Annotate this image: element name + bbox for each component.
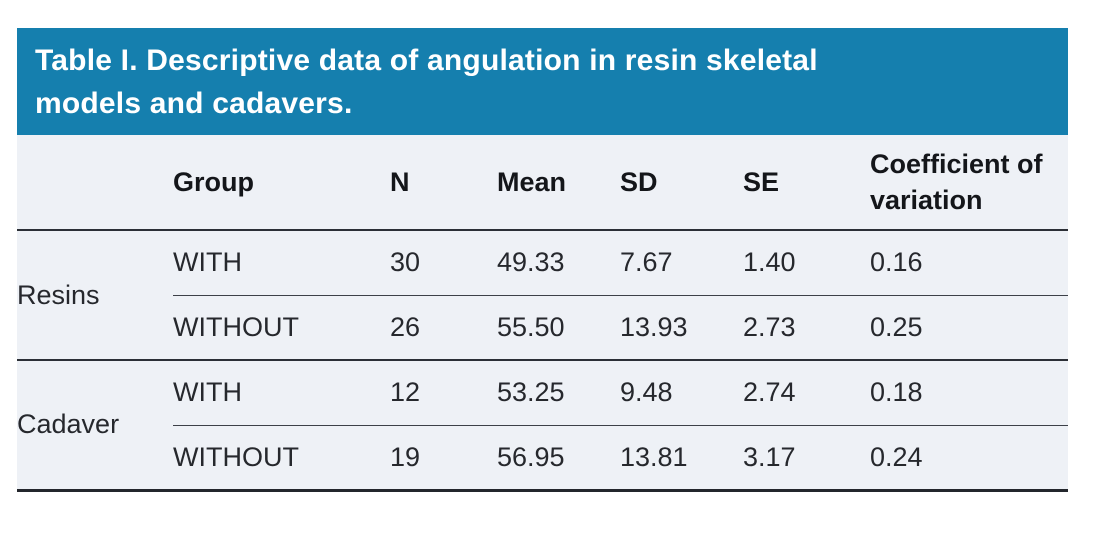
- data-cell: WITH: [173, 360, 390, 426]
- data-cell: 0.24: [870, 441, 923, 472]
- col-header-sd: SD: [620, 135, 743, 231]
- col-header-group: Group: [173, 135, 390, 231]
- data-cell: 2.74: [743, 360, 870, 426]
- data-cell: 1.40: [743, 230, 870, 296]
- row-group-label-cadaver: Cadaver: [17, 409, 120, 440]
- data-cell: 13.81: [620, 441, 688, 472]
- col-header-n: N: [390, 135, 497, 231]
- table-row-cadaver-without: WITHOUT 19 56.95 13.81 3.17 0.24: [17, 425, 1068, 490]
- table-row-resins-with: Resins WITH 30 49.33 7.67 1.40 0.16: [17, 230, 1068, 361]
- data-cell: WITHOUT: [173, 295, 390, 361]
- col-header-coefficient-of-variation: Coefficient of variation: [870, 135, 1068, 231]
- data-cell: 3.17: [743, 441, 796, 472]
- data-cell: 0.16: [870, 230, 1068, 296]
- data-cell: 9.48: [620, 360, 743, 426]
- row-group-label-resins: Resins: [17, 230, 173, 361]
- data-cell: 0.18: [870, 360, 1068, 426]
- col-header-mean: Mean: [497, 135, 620, 231]
- data-cell: 56.95: [497, 441, 565, 472]
- table-title-line1: Table I. Descriptive data of angulation …: [35, 44, 818, 77]
- data-cell: 30: [390, 230, 497, 296]
- descriptive-data-table: Group N Mean SD SE Coefficient of variat…: [17, 135, 1068, 492]
- table-title-line2: models and cadavers.: [35, 87, 353, 120]
- data-cell: 53.25: [497, 360, 620, 426]
- data-cell: 26: [390, 295, 497, 361]
- data-cell: 19: [390, 441, 421, 472]
- data-cell: 13.93: [620, 295, 743, 361]
- table-row-resins-without: WITHOUT 26 55.50 13.93 2.73 0.25: [17, 295, 1068, 361]
- data-cell: 12: [390, 360, 497, 426]
- table-title-band: Table I. Descriptive data of angulation …: [17, 28, 1068, 135]
- data-cell: WITHOUT: [173, 441, 299, 472]
- col-header-empty: [17, 135, 173, 231]
- table-card: Table I. Descriptive data of angulation …: [17, 28, 1068, 492]
- table-row-cadaver-with: Cadaver WITH 12 53.25 9.48 2.74 0.18: [17, 360, 1068, 439]
- data-cell: 2.73: [743, 295, 870, 361]
- data-cell: WITH: [173, 230, 390, 296]
- header-row: Group N Mean SD SE Coefficient of variat…: [17, 135, 1068, 231]
- data-cell: 49.33: [497, 230, 620, 296]
- data-cell: 7.67: [620, 230, 743, 296]
- col-header-se: SE: [743, 135, 870, 231]
- data-cell: 0.25: [870, 295, 1068, 361]
- data-cell: 55.50: [497, 295, 620, 361]
